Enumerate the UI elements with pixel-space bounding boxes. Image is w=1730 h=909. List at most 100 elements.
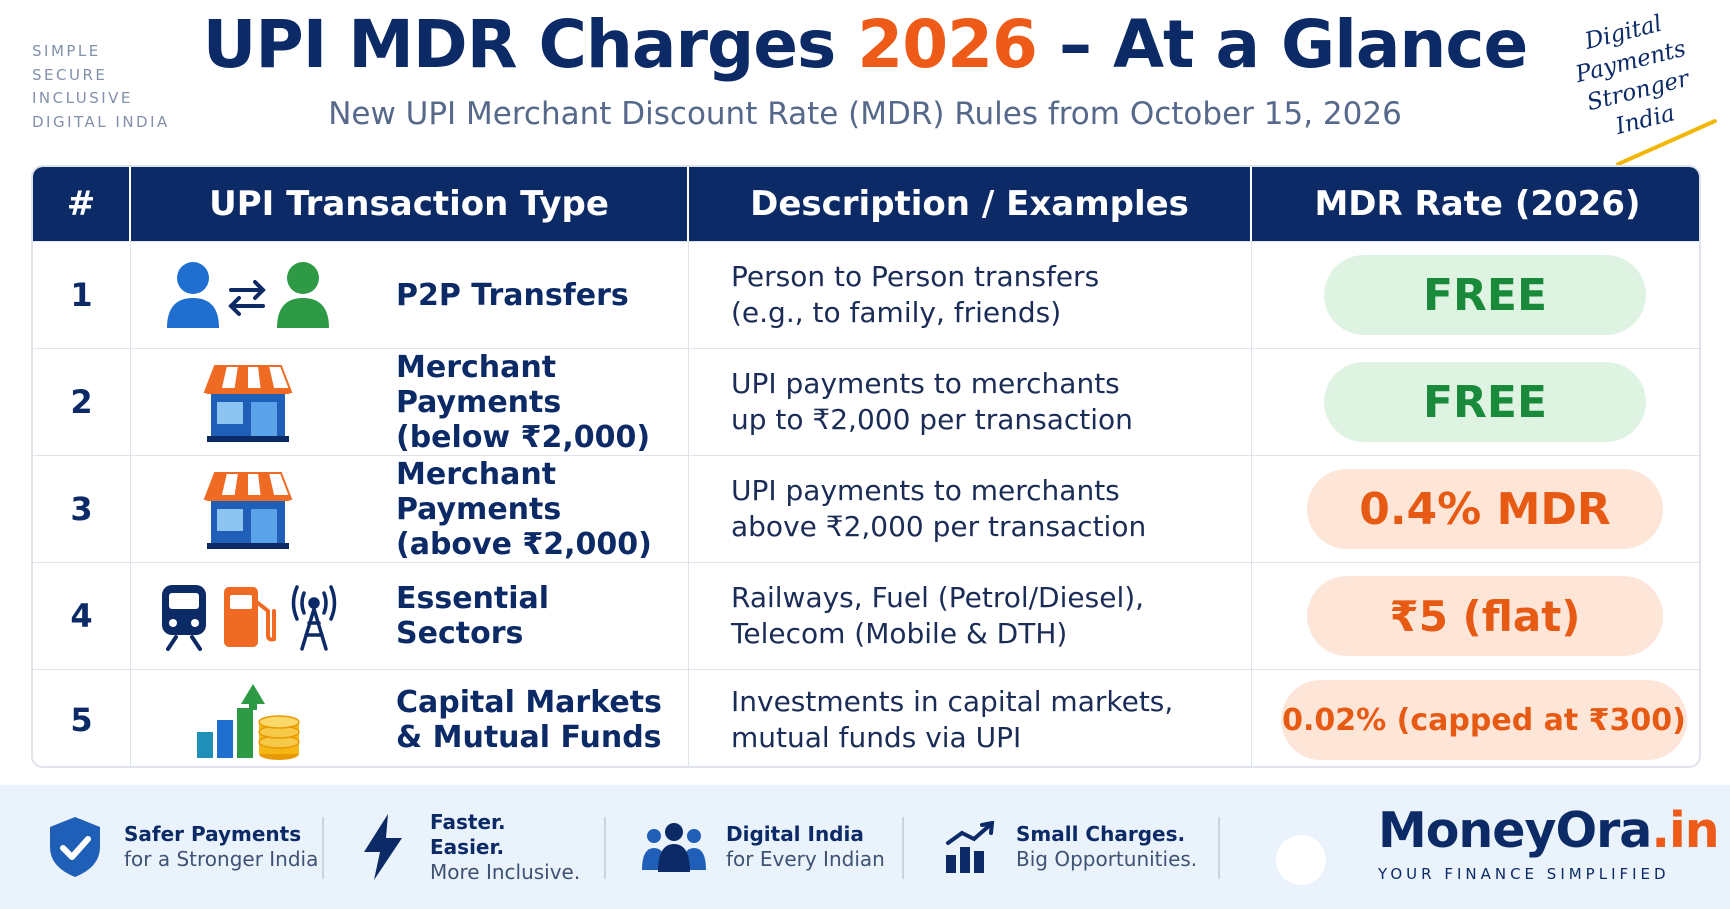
footer-divider: [1218, 817, 1220, 879]
row-type: Capital Markets & Mutual Funds: [131, 670, 689, 766]
brand-name-text: MoneyOra: [1378, 802, 1652, 859]
tagline-line: DIGITAL INDIA: [32, 112, 170, 131]
row-mdr: ₹5 (flat): [1252, 563, 1699, 669]
feature-line: Easier.: [430, 834, 505, 859]
table-row: 3 Merchant Payments (above ₹: [33, 455, 1699, 562]
fuel-pump-icon: [223, 587, 276, 647]
row-mdr: 0.02% (capped at ₹300): [1252, 670, 1699, 766]
mdr-table: # UPI Transaction Type Description / Exa…: [31, 165, 1701, 768]
row-type-label: Merchant Payments (below ₹2,000): [396, 349, 686, 455]
mdr-badge-rate: 0.4% MDR: [1307, 469, 1663, 549]
title-year: 2026: [857, 6, 1038, 83]
feature-line: Safer Payments: [124, 822, 302, 846]
table-row: 2 Merchant Payments (below ₹: [33, 348, 1699, 455]
desc-line: mutual funds via UPI: [731, 721, 1022, 754]
storefront-icon: [131, 349, 364, 455]
footer-divider: [322, 817, 324, 879]
row-type-label: Essential Sectors: [396, 563, 686, 669]
bar-chart-growth-icon: [946, 821, 995, 873]
row-mdr: 0.4% MDR: [1252, 456, 1699, 562]
storefront-icon: [131, 456, 364, 562]
brand-suffix: .in: [1651, 802, 1719, 859]
feature-line: for Every Indian: [726, 847, 885, 871]
brand-name: MoneyOra.in: [1378, 802, 1720, 859]
lightning-bolt-icon: [364, 814, 402, 880]
type-line: & Mutual Funds: [396, 720, 662, 755]
type-line: P2P Transfers: [396, 277, 629, 313]
mdr-badge-capped: 0.02% (capped at ₹300): [1281, 680, 1687, 760]
mdr-badge-free: FREE: [1324, 362, 1646, 442]
tagline-line: SECURE: [32, 65, 108, 84]
decorative-dot: [1276, 835, 1326, 885]
row-desc: Railways, Fuel (Petrol/Diesel), Telecom …: [689, 563, 1252, 669]
type-line: (below ₹2,000): [396, 419, 651, 455]
desc-line: Telecom (Mobile & DTH): [731, 617, 1068, 650]
row-type: Merchant Payments (above ₹2,000): [131, 456, 689, 562]
row-num: 1: [33, 242, 131, 348]
desc-line: Railways, Fuel (Petrol/Diesel),: [731, 581, 1145, 614]
shield-check-icon: [50, 817, 100, 877]
footer-divider: [604, 817, 606, 879]
row-num: 3: [33, 456, 131, 562]
feature-safer-payments: Safer Payments for a Stronger India: [46, 785, 318, 909]
person-icon: [166, 262, 219, 328]
feature-line: for a Stronger India: [124, 847, 319, 871]
telecom-tower-icon: [291, 585, 336, 651]
row-type-label: P2P Transfers: [396, 242, 686, 348]
footer-strip: Safer Payments for a Stronger India Fast…: [0, 785, 1730, 909]
title-part: UPI MDR Charges: [202, 6, 858, 83]
row-desc: UPI payments to merchants up to ₹2,000 p…: [689, 349, 1252, 455]
desc-line: up to ₹2,000 per transaction: [731, 403, 1133, 436]
tagline-line: INCLUSIVE: [32, 89, 133, 107]
tagline-line: SIMPLE: [32, 42, 101, 60]
row-mdr: FREE: [1252, 242, 1699, 348]
row-type: Essential Sectors: [131, 563, 689, 669]
page-subtitle: New UPI Merchant Discount Rate (MDR) Rul…: [328, 96, 1402, 132]
feature-line: More Inclusive.: [430, 859, 581, 884]
row-num: 4: [33, 563, 131, 669]
table-row: 5 Capital Markets: [33, 669, 1699, 766]
mdr-badge-flat: ₹5 (flat): [1307, 576, 1663, 656]
feature-faster: Faster. Easier. More Inclusive.: [360, 785, 580, 909]
brand-tagline: YOUR FINANCE SIMPLIFIED: [1378, 865, 1670, 883]
growth-chart-coins-icon: [131, 670, 364, 766]
row-type-label: Merchant Payments (above ₹2,000): [396, 456, 686, 562]
row-desc: Investments in capital markets, mutual f…: [689, 670, 1252, 766]
feature-line: Small Charges.: [1016, 822, 1186, 846]
feature-digital-india: Digital India for Every Indian: [642, 785, 885, 909]
footer-divider: [902, 817, 904, 879]
tagline: SIMPLE SECURE INCLUSIVE DIGITAL INDIA: [32, 40, 170, 134]
feature-small-charges: Small Charges. Big Opportunities.: [944, 785, 1197, 909]
type-line: Merchant Payments: [396, 456, 562, 527]
type-line: Merchant Payments: [396, 349, 562, 420]
row-num: 2: [33, 349, 131, 455]
train-icon: [161, 585, 206, 651]
type-line: (above ₹2,000): [396, 526, 652, 562]
row-mdr: FREE: [1252, 349, 1699, 455]
header-mdr: MDR Rate (2026): [1314, 184, 1641, 224]
row-type: Merchant Payments (below ₹2,000): [131, 349, 689, 455]
row-desc: Person to Person transfers (e.g., to fam…: [689, 242, 1252, 348]
title-part: – At a Glance: [1036, 6, 1528, 83]
feature-line: Digital India: [726, 822, 864, 846]
desc-line: above ₹2,000 per transaction: [731, 510, 1147, 543]
table-header: # UPI Transaction Type Description / Exa…: [33, 167, 1699, 241]
row-num: 5: [33, 670, 131, 766]
header-desc: Description / Examples: [689, 167, 1252, 241]
essential-sectors-icon-group: [131, 563, 364, 669]
table-row: 4: [33, 562, 1699, 669]
desc-line: UPI payments to merchants: [731, 474, 1120, 507]
desc-line: Investments in capital markets,: [731, 685, 1174, 718]
type-line: Capital Markets: [396, 685, 662, 720]
row-desc: UPI payments to merchants above ₹2,000 p…: [689, 456, 1252, 562]
p2p-icon-group: [131, 242, 364, 348]
table-row: 1 P2: [33, 241, 1699, 348]
type-line: Essential Sectors: [396, 581, 550, 651]
person-icon: [276, 262, 329, 328]
desc-line: Person to Person transfers: [731, 260, 1100, 293]
transfer-arrows-icon: [227, 280, 266, 316]
row-type-label: Capital Markets & Mutual Funds: [396, 670, 686, 766]
header-num: #: [33, 167, 131, 241]
feature-line: Big Opportunities.: [1016, 847, 1198, 871]
header-type: UPI Transaction Type: [131, 167, 689, 241]
